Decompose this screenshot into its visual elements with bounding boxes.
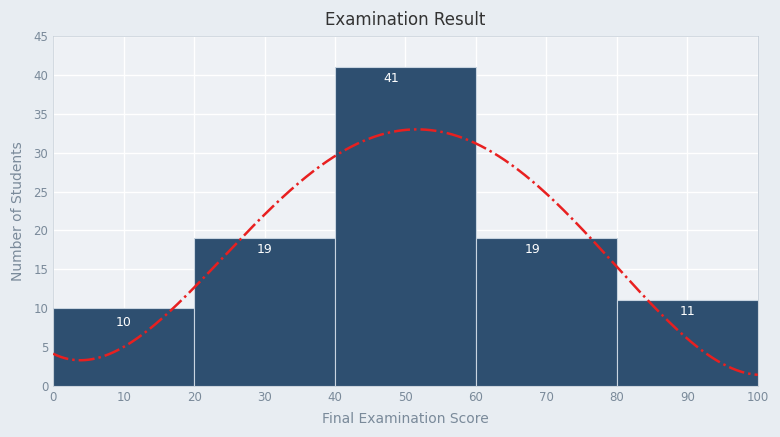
X-axis label: Final Examination Score: Final Examination Score (322, 412, 489, 426)
Text: 19: 19 (524, 243, 541, 256)
Text: 11: 11 (679, 305, 695, 319)
Bar (476, 238, 617, 386)
Text: 19: 19 (257, 243, 272, 256)
Y-axis label: Number of Students: Number of Students (11, 141, 25, 281)
Text: 10: 10 (115, 316, 132, 329)
Bar (53, 308, 194, 386)
Bar (194, 238, 335, 386)
Text: 41: 41 (384, 73, 399, 86)
Bar (617, 300, 757, 386)
Bar (335, 67, 476, 386)
Title: Examination Result: Examination Result (325, 11, 486, 29)
